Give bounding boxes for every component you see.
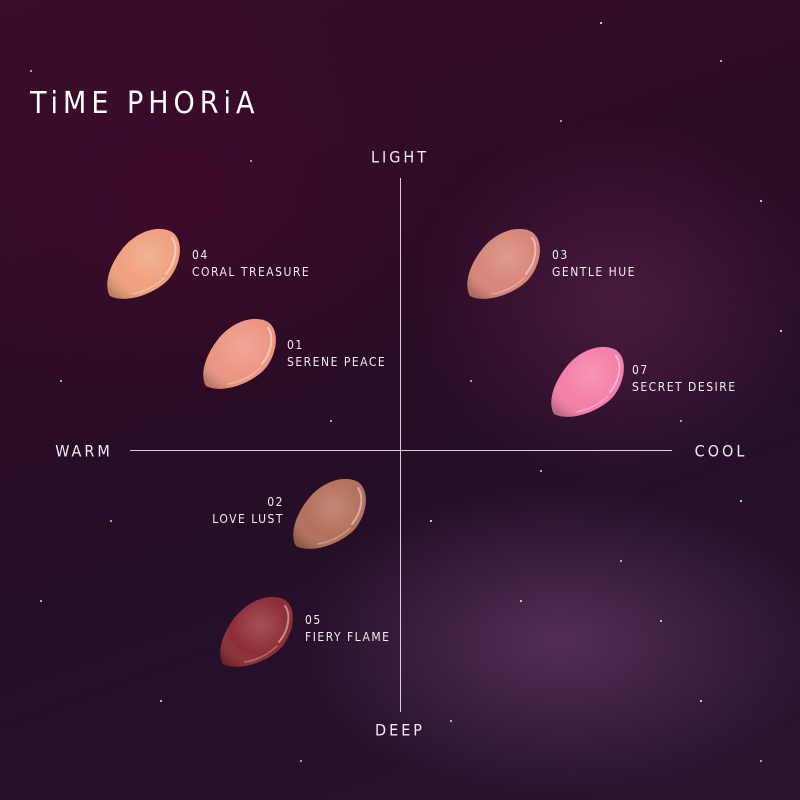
shade-name: LOVE LUST — [212, 512, 284, 526]
axis-label-light: LIGHT — [370, 147, 430, 167]
shade-name: SERENE PEACE — [287, 355, 387, 369]
shade-number: 05 — [305, 613, 322, 627]
shade-swatch-05 — [215, 592, 295, 670]
shade-swatch-02 — [288, 474, 368, 552]
axis-label-warm: WARM — [55, 441, 113, 461]
shade-name: FIERY FLAME — [305, 630, 391, 644]
shade-number: 07 — [632, 363, 649, 377]
axis-label-cool: COOL — [694, 441, 748, 461]
shade-label: 05 FIERY FLAME — [305, 612, 390, 646]
axis-label-deep: DEEP — [375, 720, 425, 740]
shade-swatch-01 — [198, 314, 278, 392]
shade-label: 03 GENTLE HUE — [552, 247, 636, 281]
starfield-background — [0, 0, 2, 2]
brand-logo: TiME PHORiA — [30, 86, 260, 121]
shade-number: 01 — [287, 338, 304, 352]
shade-name: GENTLE HUE — [552, 265, 636, 279]
shade-label: 01 SERENE PEACE — [287, 337, 386, 371]
shade-number: 03 — [552, 248, 569, 262]
shade-label: 07 SECRET DESIRE — [632, 362, 737, 396]
shade-swatch-04 — [102, 224, 182, 302]
horizontal-axis — [130, 450, 672, 451]
shade-name: CORAL TREASURE — [192, 265, 311, 279]
shade-label: 02 LOVE LUST — [200, 494, 284, 528]
shade-number: 02 — [267, 495, 284, 509]
shade-swatch-03 — [462, 224, 542, 302]
shade-swatch-07 — [546, 342, 626, 420]
shade-label: 04 CORAL TREASURE — [192, 247, 310, 281]
shade-number: 04 — [192, 248, 209, 262]
vertical-axis — [400, 178, 401, 712]
shade-name: SECRET DESIRE — [632, 380, 737, 394]
